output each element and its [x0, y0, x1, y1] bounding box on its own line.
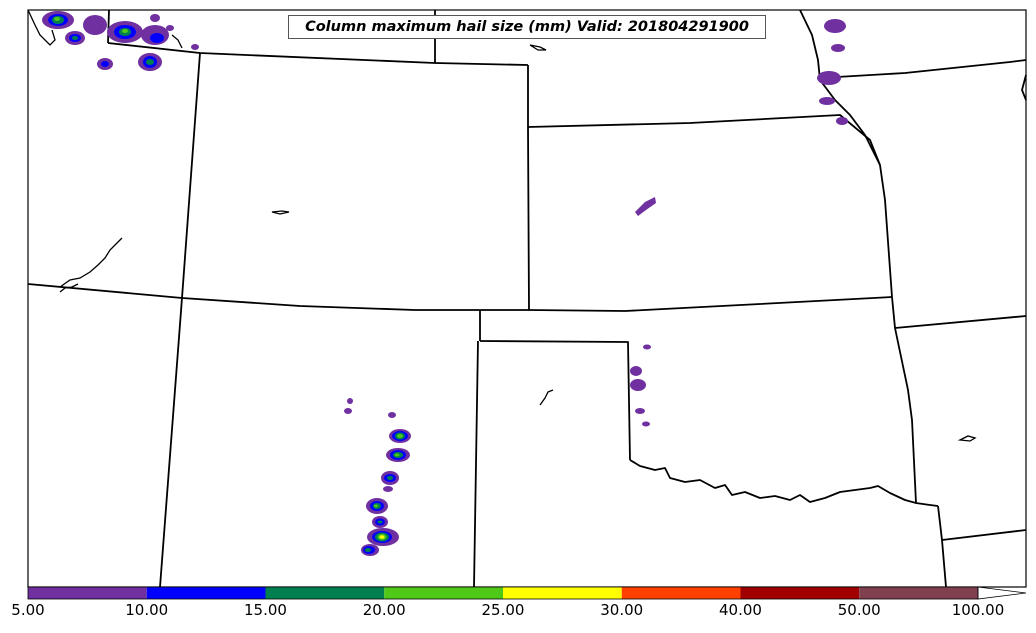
colorbar-segment: [265, 587, 385, 599]
map-title: Column maximum hail size (mm) Valid: 201…: [288, 15, 766, 39]
colorbar-tick-label: 30.00: [600, 601, 644, 619]
colorbar-tick-label: 10.00: [125, 601, 169, 619]
colorbar-tick-label: 5.00: [11, 601, 45, 619]
colorbar-tick-label: 100.00: [951, 601, 1005, 619]
colorbar-segment: [859, 587, 978, 599]
lakes-coast: [27, 9, 977, 442]
colorbar-segment: [621, 587, 741, 599]
colorbar-segment: [740, 587, 860, 599]
colorbar-tick-label: 50.00: [837, 601, 881, 619]
colorbar-segment: [146, 587, 266, 599]
colorbar-extend-arrow: [977, 586, 1027, 600]
colorbar-segment: [384, 587, 503, 599]
colorbar-outline: [27, 586, 979, 600]
colorbar-tick-label: 15.00: [244, 601, 287, 619]
colorbar-segment: [503, 587, 622, 599]
colorbar-tick-label: 20.00: [362, 601, 406, 619]
colorbar-tick-label: 25.00: [481, 601, 525, 619]
colorbar-segment: [28, 587, 147, 599]
hail-contours: [42, 11, 848, 556]
colorbar: [27, 586, 1027, 600]
colorbar-tick-label: 40.00: [719, 601, 762, 619]
state-boundaries: [27, 9, 1027, 588]
